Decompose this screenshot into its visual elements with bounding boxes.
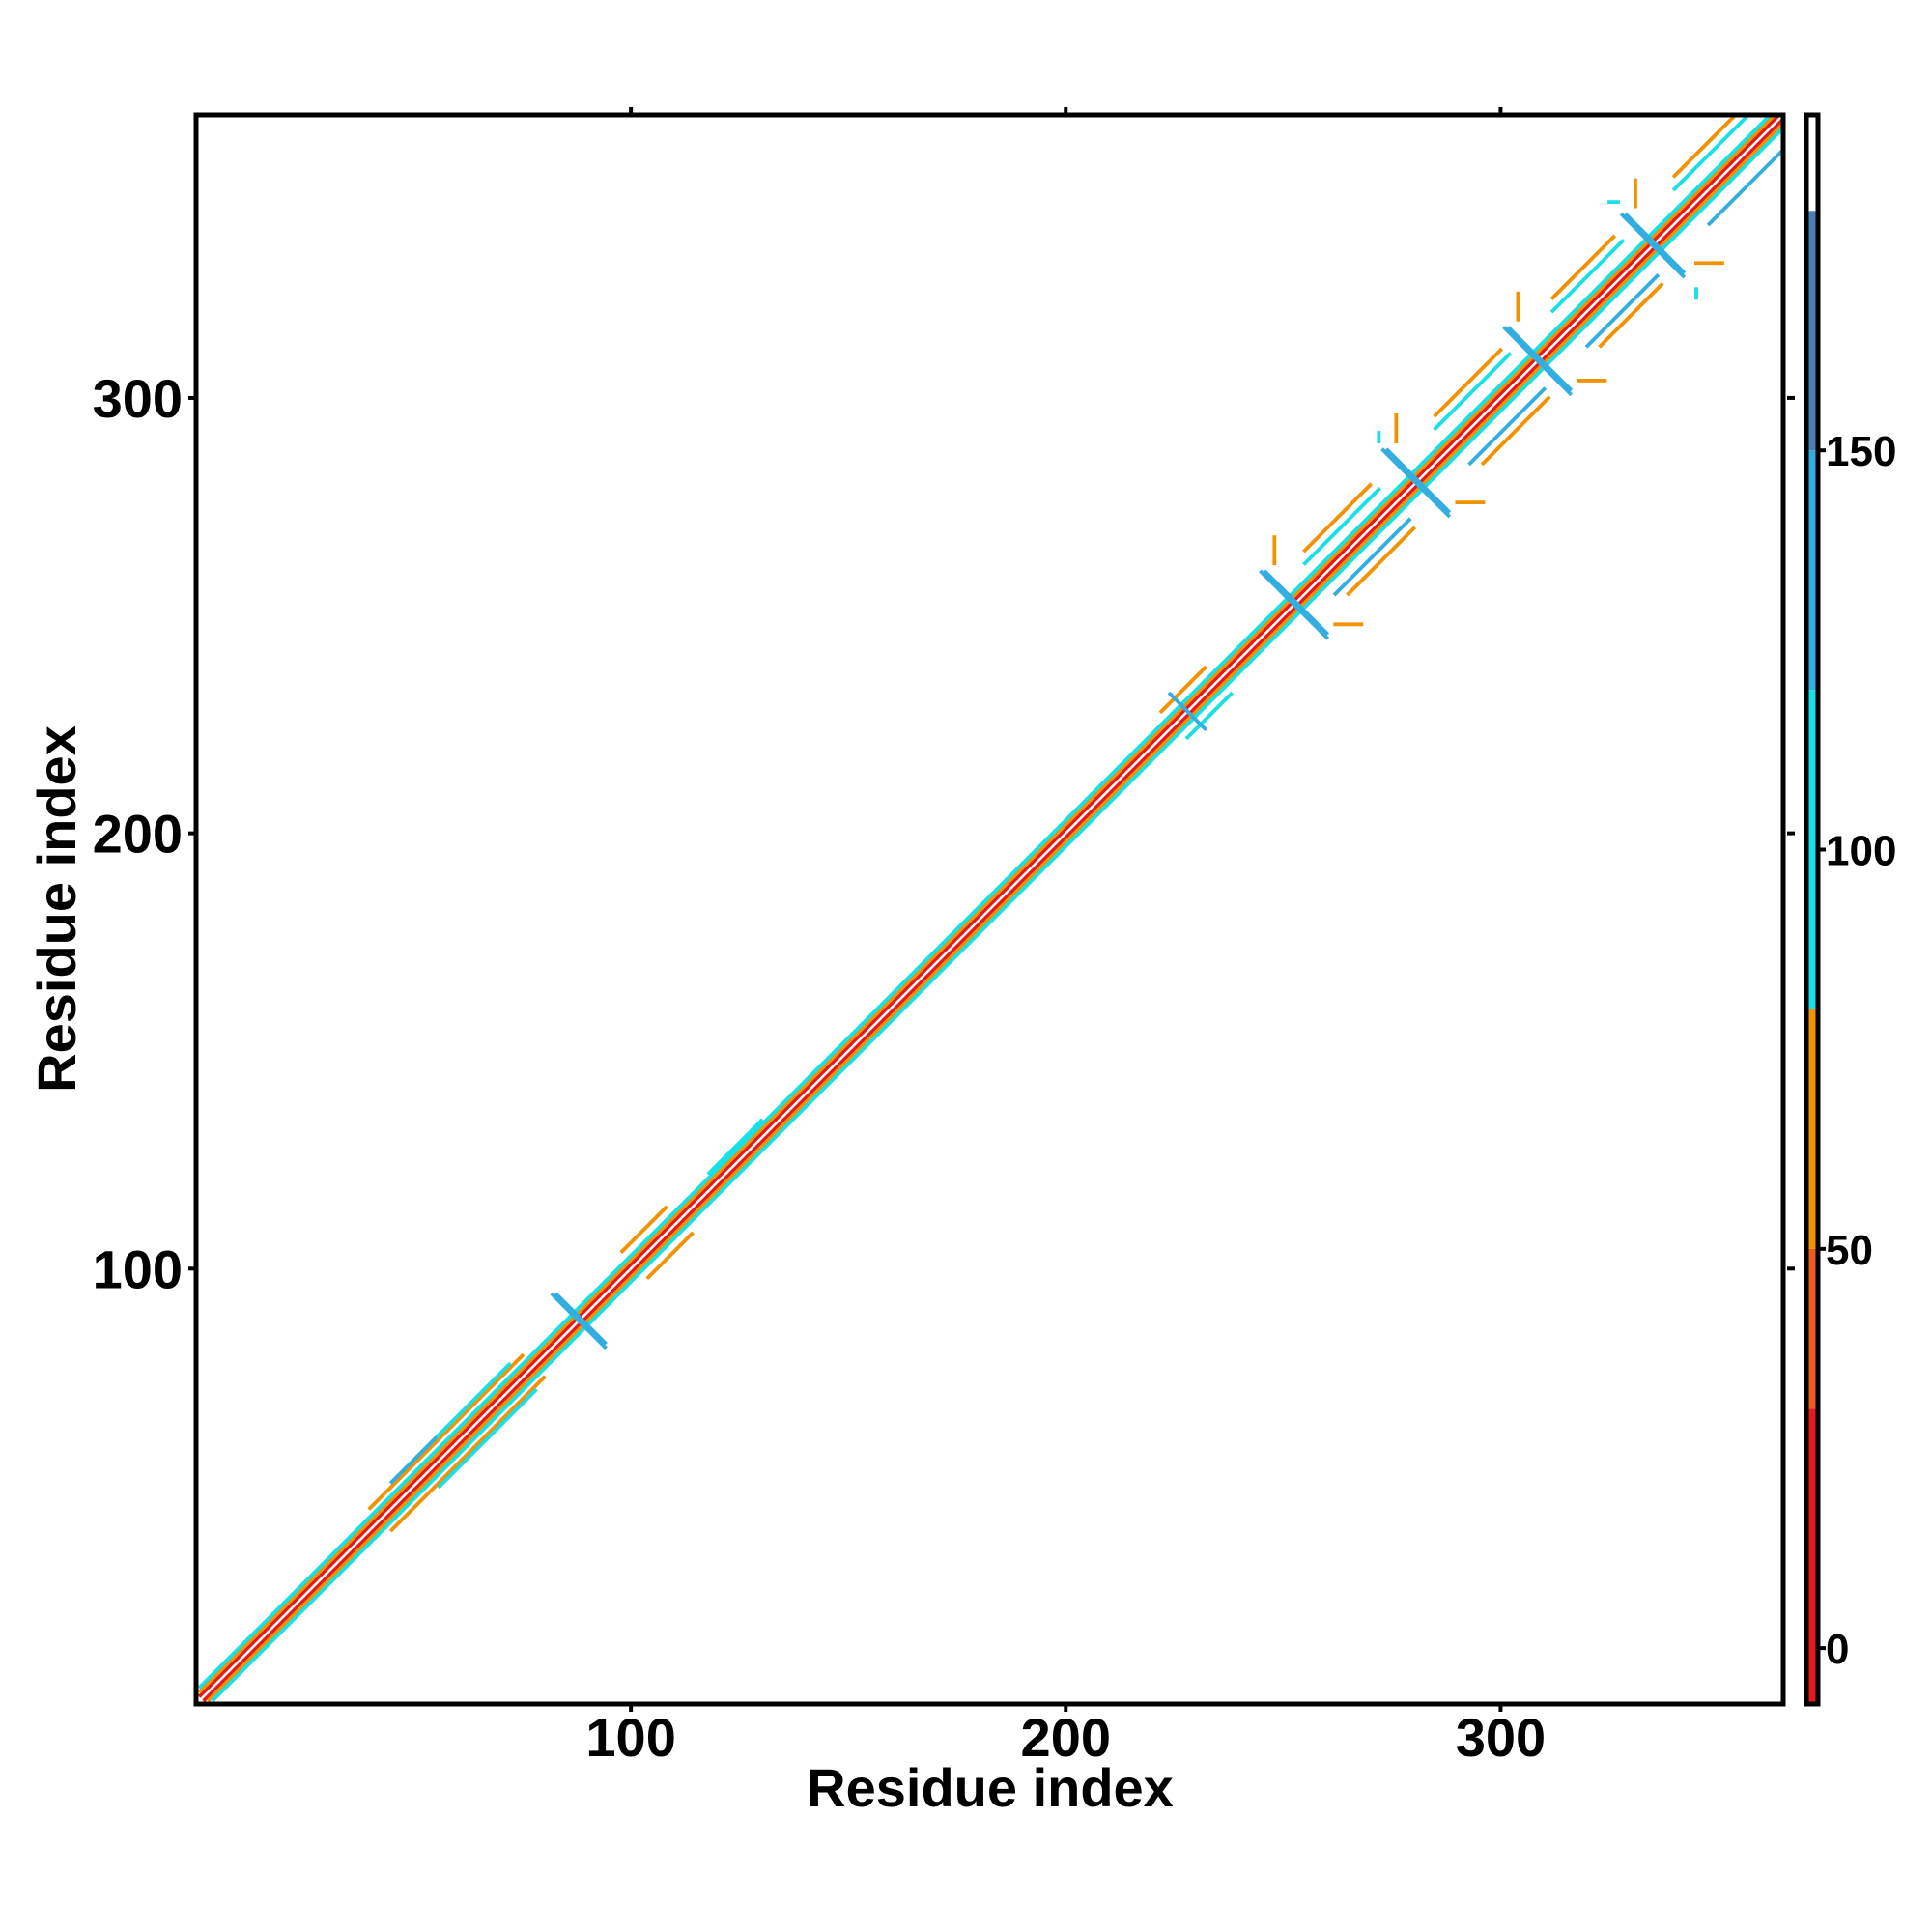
contact-segment [706,1118,764,1176]
colorbar-bin [1806,690,1818,1009]
contact-segment [1671,112,1751,192]
contact-segment [1259,569,1330,640]
contact-segment [1302,486,1382,566]
contact-segment [1706,147,1786,227]
y-tick-label: 100 [93,1238,183,1299]
contact-segment [1346,526,1417,597]
contact-segment [1263,569,1330,637]
contact-segment [437,1387,538,1490]
y-tick-label: 300 [93,368,183,429]
contact-segment [1480,395,1551,467]
colorbar-tick-label: 100 [1826,828,1896,875]
contact-segment [1302,482,1374,554]
contact-segment [211,125,1786,1703]
contact-segment [388,1435,439,1485]
colorbar-tick-label: 150 [1826,428,1896,475]
contact-segment [554,1292,608,1346]
contact-segment [1332,517,1412,597]
contact-segment [1506,326,1574,392]
contact-segment [197,112,1782,1698]
contact-segment [1433,352,1513,432]
contact-segment [550,1292,608,1350]
colorbar-bin [1806,1248,1818,1409]
contact-segment [1433,347,1504,418]
contact-segment [1624,212,1687,274]
x-tick-label: 100 [585,1707,675,1768]
y-tick-label: 200 [93,804,183,865]
colorbar-bin [1806,115,1818,212]
contact-segment [1549,238,1626,314]
colorbar-bin [1806,1009,1818,1249]
colorbar-tick-label: 50 [1826,1227,1873,1274]
colorbar-bin [1806,450,1818,691]
contact-segment [1671,112,1739,179]
colorbar-frame [1804,112,1821,1707]
contact-segment [202,116,1786,1703]
colorbar-bin [1806,1408,1818,1704]
x-tick-label: 200 [1021,1707,1111,1768]
colorbar-tick-label: 0 [1826,1626,1849,1673]
x-tick-label: 300 [1456,1707,1546,1768]
contact-segment [1167,691,1208,732]
contact-segment [388,1375,547,1533]
contact-segment [367,1352,526,1511]
contact-segment [619,1205,668,1254]
colorbar-bin [1806,211,1818,451]
contact-segment [1619,212,1687,279]
contact-segment [1184,691,1235,741]
x-axis-label: Residue index [807,1757,1174,1818]
contact-segment [197,112,1777,1694]
contact-segment [1380,447,1452,519]
y-axis-label: Residue index [26,725,87,1093]
contact-segment [206,121,1786,1703]
contact-segment [1502,326,1574,397]
contact-segment [197,112,1774,1690]
contact-segment [1584,273,1661,349]
contact-segment [1384,447,1452,514]
contact-segment [645,1231,695,1281]
contact-segment [1467,386,1548,467]
contact-segment [1549,234,1617,300]
contact-segment [1158,665,1208,715]
plot-frame [193,112,1786,1707]
contact-segment [1598,282,1664,349]
